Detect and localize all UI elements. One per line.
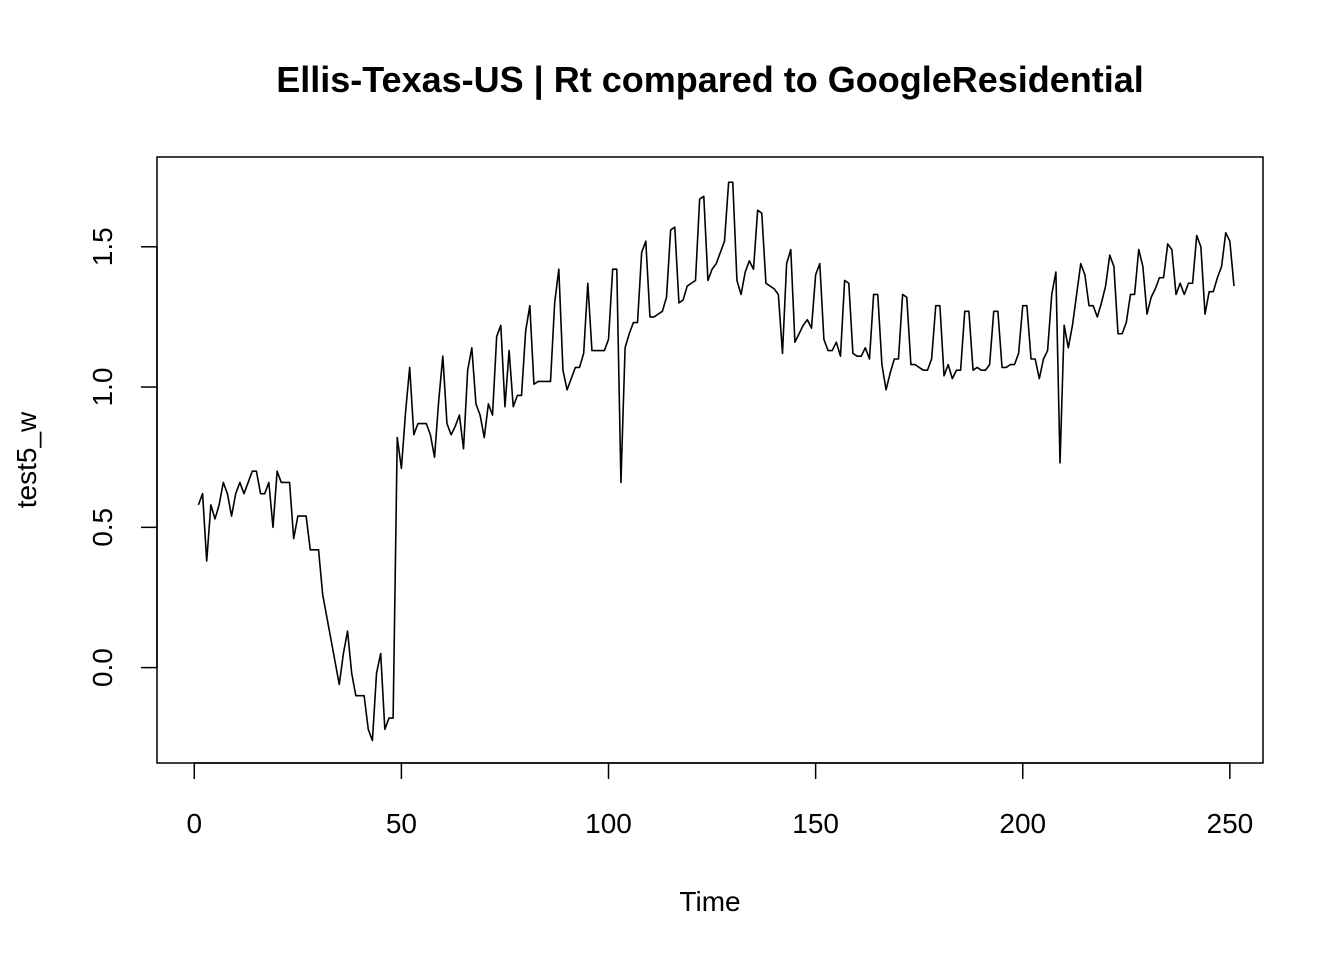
- y-axis-label: test5_w: [11, 411, 42, 508]
- x-tick-label: 50: [386, 808, 417, 839]
- series-line-0: [197, 181, 1235, 742]
- x-tick-label: 250: [1207, 808, 1254, 839]
- y-tick-label: 1.5: [87, 227, 118, 266]
- y-tick-label: 1.0: [87, 368, 118, 407]
- x-tick-label: 100: [585, 808, 632, 839]
- x-tick-label: 150: [792, 808, 839, 839]
- x-tick-label: 200: [999, 808, 1046, 839]
- data-series: [197, 181, 1235, 742]
- x-axis-label: Time: [679, 886, 740, 917]
- x-tick-label: 0: [186, 808, 202, 839]
- y-tick-label: 0.5: [87, 508, 118, 547]
- y-axis: 0.0 0.5 1.0 1.5: [87, 227, 158, 687]
- y-tick-label: 0.0: [87, 648, 118, 687]
- x-axis: 0 50 100 150 200 250: [186, 762, 1254, 839]
- plot-frame: [156, 156, 1264, 764]
- chart-title: Ellis-Texas-US | Rt compared to GoogleRe…: [276, 59, 1144, 101]
